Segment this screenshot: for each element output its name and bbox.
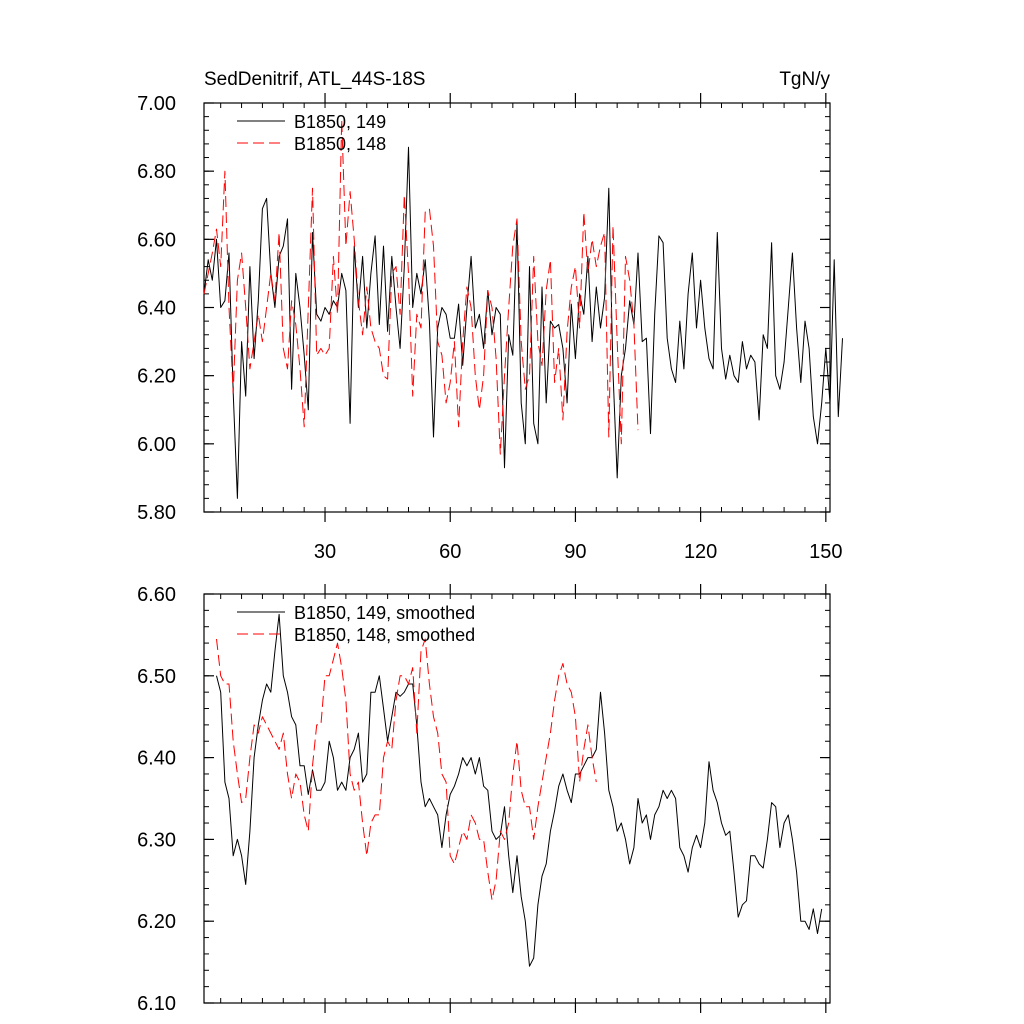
top-legend-label: B1850, 148 — [294, 134, 386, 154]
top-series-149-line — [203, 146, 843, 499]
top-x-tick-label: 120 — [684, 541, 717, 563]
bottom-series-149-line — [216, 613, 823, 967]
top-y-tick-label: 6.40 — [137, 298, 176, 320]
top-y-tick-label: 6.60 — [137, 229, 176, 251]
top-series-148-line — [203, 119, 639, 455]
top-x-tick-label: 90 — [564, 541, 586, 563]
bottom-legend-label: B1850, 148, smoothed — [294, 625, 475, 645]
top-y-tick-label: 6.00 — [137, 434, 176, 456]
chart-title-left: SedDenitrif, ATL_44S-18S — [204, 69, 425, 90]
top-x-tick-label: 150 — [809, 541, 842, 563]
bottom-y-tick-label: 6.10 — [137, 993, 176, 1015]
top-y-tick-label: 5.80 — [137, 502, 176, 524]
bottom-legend-label: B1850, 149, smoothed — [294, 603, 475, 623]
top-y-tick-label: 7.00 — [137, 93, 176, 115]
bottom-y-tick-label: 6.30 — [137, 829, 176, 851]
top-y-tick-label: 6.20 — [137, 366, 176, 388]
top-plot-frame — [203, 102, 831, 513]
bottom-plot-frame — [203, 593, 831, 1004]
top-x-tick-label: 60 — [439, 541, 461, 563]
bottom-y-tick-label: 6.60 — [137, 584, 176, 606]
chart-title-right: TgN/y — [779, 69, 830, 90]
top-y-tick-label: 6.80 — [137, 161, 176, 183]
top-x-tick-label: 30 — [314, 541, 336, 563]
top-legend-label: B1850, 149 — [294, 112, 386, 132]
bottom-series-148-line — [216, 638, 597, 901]
bottom-y-tick-label: 6.50 — [137, 666, 176, 688]
bottom-y-tick-label: 6.20 — [137, 911, 176, 933]
bottom-y-tick-label: 6.40 — [137, 748, 176, 770]
top-panel: 5.80 6.00 6.20 6.40 6.60 6.80 7.00 30 60 90 120 150… — [137, 93, 843, 563]
bottom-panel: 6.10 6.20 6.30 6.40 6.50 6.60 B1850, 149, smoo… — [137, 584, 831, 1015]
